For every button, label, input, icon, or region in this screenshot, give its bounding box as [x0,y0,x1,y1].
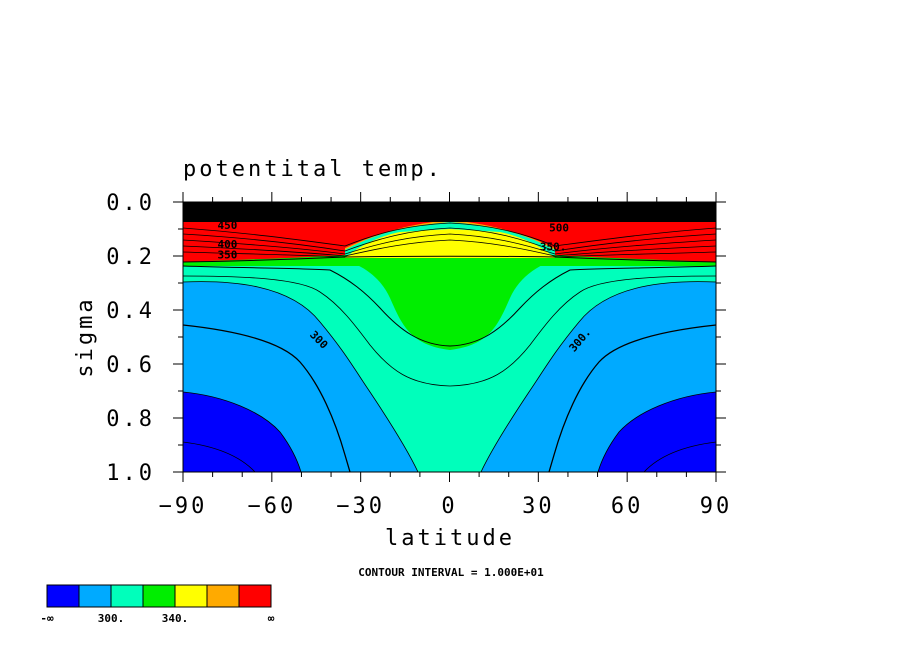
region-tropopause [345,229,555,258]
y-tick-label: 0.6 [106,353,155,378]
y-tick-label: 0.4 [106,299,155,324]
contour-label: 350. [540,241,567,254]
region-top-black [183,202,716,222]
contour-320-line [183,281,419,472]
y-tick-label: 0.2 [106,245,155,270]
x-tick-label: 30 [522,494,555,519]
contour-330-line [183,275,716,387]
x-tick-label: 60 [611,494,644,519]
colorbar-swatch [174,584,208,608]
region-polar-surface-west [183,392,301,472]
contour-340-line [183,265,716,347]
contour-label: 400 [217,238,237,251]
x-tick-label: −30 [336,494,385,519]
contour-290-line-west [183,391,302,472]
region-tropopause-band [183,255,716,266]
colorbar-swatch [142,584,176,608]
y-tick-label: 1.0 [106,461,155,486]
y-tick-label: 0.0 [106,191,155,216]
contour-300-line-west [183,324,351,472]
colorbar-label: 300. [98,612,125,625]
contour-interval-text: CONTOUR INTERVAL = 1.000E+01 [358,566,544,579]
x-tick-label: −90 [159,494,208,519]
y-tick-labels: 0.0 0.2 0.4 0.6 0.8 1.0 [106,191,155,486]
colorbar-swatch [206,584,240,608]
contour-290-line-east [597,391,716,472]
colorbar-swatch [238,584,272,608]
contour-280-line-west [183,441,256,472]
contour-300-line-east [548,324,716,472]
region-polar-surface-east [598,392,716,472]
stratosphere-contour-lines [183,222,716,258]
colorbar-label: 340. [162,612,189,625]
contour-360-line [183,255,716,263]
plot-area [183,202,716,472]
contour-label: 500 [549,222,569,235]
colorbar-label: -∞ [40,612,54,625]
chart-title: potentital temp. [183,157,443,182]
contour-label: 550 [543,203,563,216]
x-tick-labels: −90 −60 −30 0 30 60 90 [159,494,733,519]
y-tick-label: 0.8 [106,407,155,432]
colorbar-swatch [46,584,80,608]
x-tick-label: −60 [247,494,296,519]
colorbar-label: ∞ [268,612,275,625]
colorbar-swatch [78,584,112,608]
y-axis-label: sigma [73,296,98,377]
x-tick-label: 90 [700,494,733,519]
axis-ticks [173,192,726,482]
contour-280-line-east [643,441,716,472]
contour-label: 350 [217,249,237,262]
colorbar-swatch [110,584,144,608]
contour-label: 450 [217,219,237,232]
contour-320-line-east [480,281,716,472]
x-axis-label: latitude [385,526,515,551]
region-upper-strat [183,220,716,262]
colorbar: -∞ 300. 340. ∞ [40,584,275,625]
region-tropics-upper [330,256,569,350]
x-tick-label: 0 [441,494,457,519]
